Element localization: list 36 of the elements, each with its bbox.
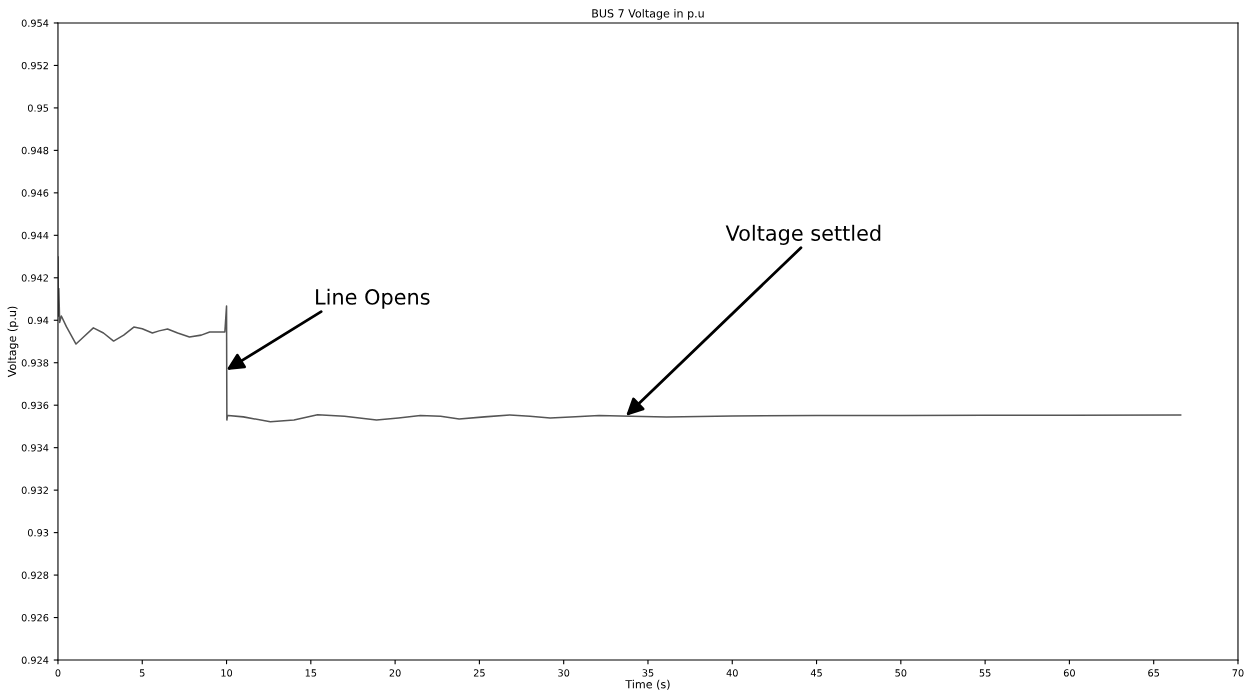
x-tick-label: 35 xyxy=(642,669,654,677)
x-tick-label: 40 xyxy=(726,669,738,677)
y-tick-label: 0.938 xyxy=(21,359,49,367)
x-axis-title: Time (s) xyxy=(625,679,670,690)
annotation: Line Opens xyxy=(316,288,430,309)
x-tick-label: 70 xyxy=(1232,669,1244,677)
y-tick-label: 0.936 xyxy=(21,401,49,410)
x-tick-label: 50 xyxy=(895,669,907,677)
x-tick-label: 30 xyxy=(558,669,570,677)
y-tick-label: 0.952 xyxy=(21,61,48,70)
y-tick-label: 0.95 xyxy=(27,104,49,112)
x-tick-label: 10 xyxy=(221,669,233,677)
y-tick-label: 0.932 xyxy=(21,486,48,494)
x-tick-label: 0 xyxy=(55,669,61,677)
y-tick-label: 0.924 xyxy=(21,656,49,664)
y-tick-label: 0.934 xyxy=(21,444,49,452)
x-tick-label: 5 xyxy=(139,669,145,677)
y-tick-label: 0.948 xyxy=(21,146,49,155)
x-tick-label: 15 xyxy=(305,669,317,677)
y-tick-label: 0.94 xyxy=(27,316,49,325)
y-tick-label: 0.926 xyxy=(21,614,49,622)
x-tick-label: 25 xyxy=(473,669,485,677)
y-axis-title: Voltage (p.u) xyxy=(7,306,19,378)
y-tick-label: 0.928 xyxy=(21,571,49,579)
y-tick-label: 0.946 xyxy=(21,189,49,197)
x-tick-label: 55 xyxy=(979,669,991,677)
y-tick-label: 0.93 xyxy=(27,529,49,537)
annotation: Voltage settled xyxy=(725,224,881,245)
x-tick-label: 65 xyxy=(1148,669,1160,677)
x-tick-label: 45 xyxy=(810,669,822,677)
x-tick-label: 20 xyxy=(389,669,401,677)
y-tick-label: 0.942 xyxy=(21,274,48,282)
y-tick-label: 0.954 xyxy=(21,19,49,27)
y-tick-label: 0.944 xyxy=(21,231,49,240)
x-tick-label: 60 xyxy=(1063,669,1075,677)
chart-title: BUS 7 Voltage in p.u xyxy=(592,8,704,20)
